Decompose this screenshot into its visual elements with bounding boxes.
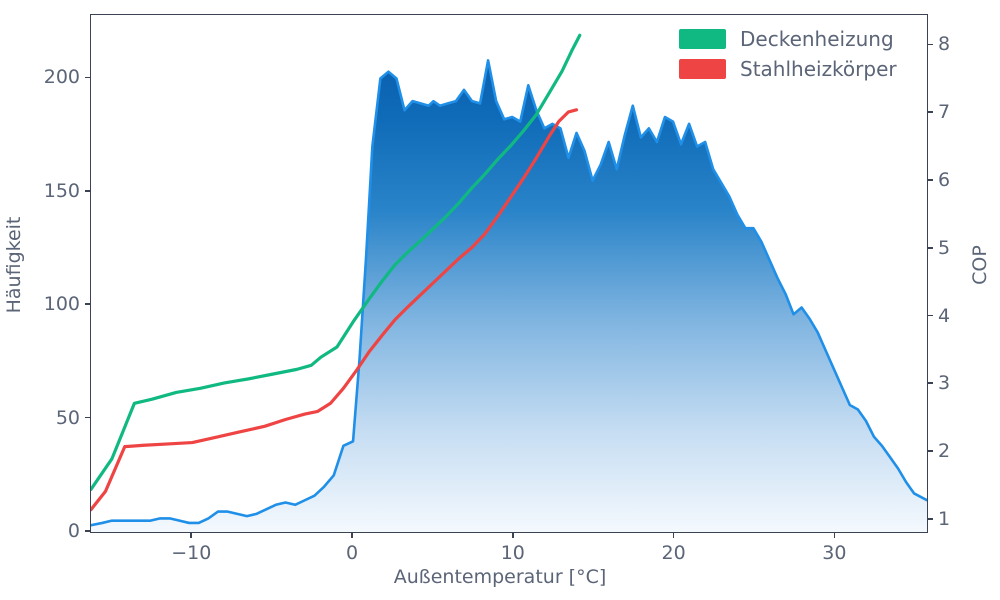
y-tick-left bbox=[85, 76, 90, 79]
deckenheizung-line bbox=[91, 33, 582, 491]
stahlheizkoerper-line bbox=[91, 108, 579, 512]
y-tick-right bbox=[928, 314, 933, 317]
y-axis-title-left: Häufigkeit bbox=[3, 216, 25, 314]
x-tick-label: 30 bbox=[822, 542, 847, 564]
x-tick bbox=[351, 533, 353, 538]
legend-swatch-green bbox=[679, 29, 726, 49]
y-tick-right bbox=[928, 179, 933, 181]
x-tick bbox=[512, 533, 514, 538]
y-tick-label-right: 7 bbox=[938, 101, 951, 124]
x-tick-label: 0 bbox=[346, 542, 359, 564]
legend-item-stahlheizkoerper[interactable]: Stahlheizkörper bbox=[679, 57, 897, 81]
y-tick-label-left: 200 bbox=[43, 66, 80, 89]
y-tick-right bbox=[928, 246, 933, 249]
x-tick-label: 10 bbox=[500, 542, 525, 564]
x-tick-label: 20 bbox=[661, 542, 686, 564]
legend-swatch-red bbox=[679, 59, 726, 79]
y-tick-right bbox=[928, 450, 933, 452]
y-tick-label-left: 150 bbox=[43, 179, 80, 202]
y-tick-label-right: 1 bbox=[938, 507, 951, 530]
y-tick-left bbox=[85, 190, 90, 192]
legend-label-stahlheizkoerper: Stahlheizkörper bbox=[740, 57, 897, 81]
y-tick-label-right: 2 bbox=[938, 440, 951, 463]
y-tick-label-left: 0 bbox=[67, 520, 80, 542]
chart-canvas bbox=[91, 33, 927, 532]
y-tick-right bbox=[928, 111, 933, 114]
y-tick-left bbox=[85, 303, 90, 306]
y-tick-label-right: 4 bbox=[938, 304, 951, 327]
y-tick-left bbox=[85, 416, 90, 419]
y-tick-right bbox=[928, 382, 933, 385]
y-tick-label-right: 8 bbox=[938, 33, 951, 56]
y-tick-label-right: 3 bbox=[938, 372, 951, 395]
y-tick-label-left: 50 bbox=[55, 406, 80, 429]
y-axis-title-right: COP bbox=[969, 245, 991, 285]
x-tick-label: −10 bbox=[171, 542, 212, 564]
histogram-area-fill bbox=[91, 60, 927, 532]
x-tick bbox=[672, 533, 675, 538]
x-axis-title: Außentemperatur [°C] bbox=[393, 566, 607, 588]
y-tick-right bbox=[928, 518, 933, 520]
y-tick-right bbox=[928, 43, 933, 46]
plot-area bbox=[90, 14, 928, 533]
x-tick bbox=[190, 533, 193, 538]
y-tick-label-right: 5 bbox=[938, 236, 951, 259]
y-tick-label-right: 6 bbox=[938, 169, 951, 191]
legend-label-deckenheizung: Deckenheizung bbox=[740, 27, 894, 51]
legend: Deckenheizung Stahlheizkörper bbox=[671, 21, 907, 87]
y-tick-label-left: 100 bbox=[43, 293, 80, 316]
legend-item-deckenheizung[interactable]: Deckenheizung bbox=[679, 27, 897, 51]
y-tick-left bbox=[85, 530, 90, 532]
histogram-outline bbox=[91, 59, 927, 527]
x-tick bbox=[833, 533, 836, 538]
